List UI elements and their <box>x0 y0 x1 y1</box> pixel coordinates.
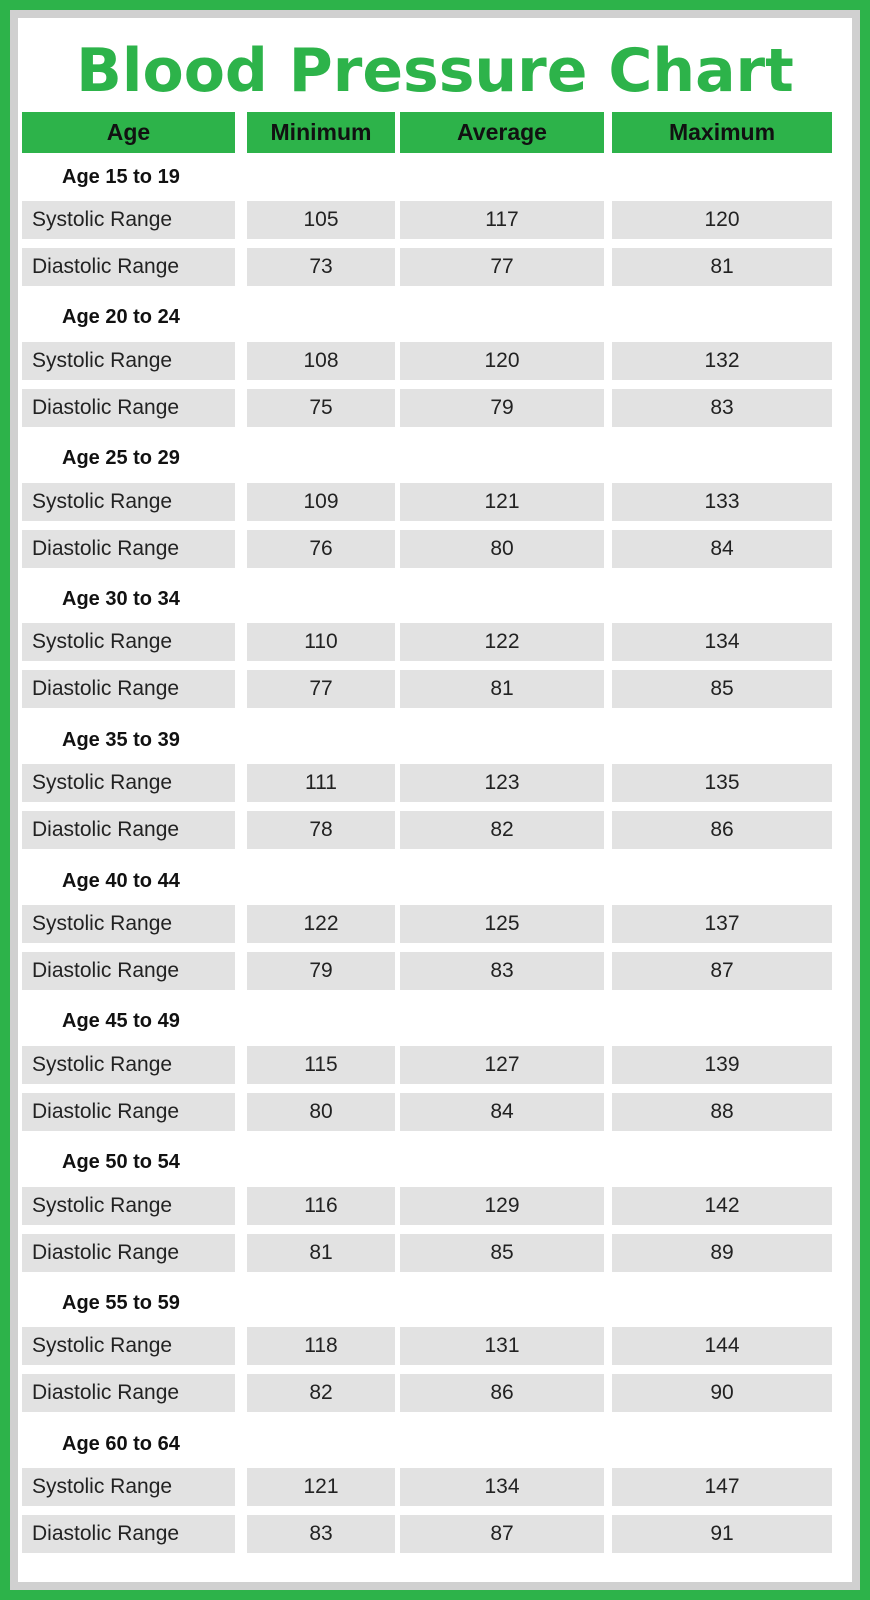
group-label: Age 55 to 59 <box>62 1291 180 1314</box>
row-label: Diastolic Range <box>22 1233 235 1272</box>
header-cell: Age <box>22 112 235 153</box>
header-cell: Minimum <box>247 112 395 153</box>
group-label: Age 40 to 44 <box>62 869 180 892</box>
group-label: Age 35 to 39 <box>62 728 180 751</box>
value-cell: 132 <box>612 341 832 380</box>
value-cell: 88 <box>612 1092 832 1131</box>
row-label: Systolic Range <box>22 1327 235 1366</box>
value-cell: 121 <box>400 482 604 521</box>
value-cell: 147 <box>612 1468 832 1507</box>
value-cell: 87 <box>612 952 832 990</box>
value-cell: 81 <box>612 248 832 286</box>
row-label: Diastolic Range <box>22 529 235 568</box>
value-cell: 122 <box>247 905 395 943</box>
value-cell: 118 <box>247 1327 395 1366</box>
value-cell: 80 <box>247 1092 395 1131</box>
header-cell: Maximum <box>612 112 832 153</box>
row-label: Diastolic Range <box>22 811 235 850</box>
value-cell: 134 <box>400 1468 604 1507</box>
value-cell: 85 <box>612 670 832 709</box>
value-cell: 82 <box>247 1374 395 1413</box>
value-cell: 142 <box>612 1186 832 1225</box>
value-cell: 76 <box>247 529 395 568</box>
value-cell: 105 <box>247 201 395 239</box>
value-cell: 83 <box>612 388 832 427</box>
value-cell: 79 <box>400 388 604 427</box>
value-cell: 82 <box>400 811 604 850</box>
row-label: Diastolic Range <box>22 1515 235 1554</box>
value-cell: 110 <box>247 623 395 662</box>
value-cell: 108 <box>247 341 395 380</box>
value-cell: 123 <box>400 764 604 803</box>
row-label: Systolic Range <box>22 1045 235 1084</box>
value-cell: 127 <box>400 1045 604 1084</box>
panel: Blood Pressure Chart Age Minimum Average Ma… <box>10 10 860 1590</box>
group-label: Age 30 to 34 <box>62 587 180 610</box>
value-cell: 84 <box>612 529 832 568</box>
row-label: Systolic Range <box>22 905 235 943</box>
value-cell: 137 <box>612 905 832 943</box>
value-cell: 80 <box>400 529 604 568</box>
group-label: Age 15 to 19 <box>62 165 180 188</box>
value-cell: 120 <box>400 341 604 380</box>
value-cell: 144 <box>612 1327 832 1366</box>
value-cell: 133 <box>612 482 832 521</box>
value-cell: 87 <box>400 1515 604 1554</box>
value-cell: 81 <box>247 1233 395 1272</box>
value-cell: 91 <box>612 1515 832 1554</box>
value-cell: 129 <box>400 1186 604 1225</box>
row-label: Diastolic Range <box>22 1374 235 1413</box>
value-cell: 139 <box>612 1045 832 1084</box>
row-label: Systolic Range <box>22 764 235 803</box>
row-label: Systolic Range <box>22 201 235 239</box>
value-cell: 85 <box>400 1233 604 1272</box>
value-cell: 121 <box>247 1468 395 1507</box>
value-cell: 79 <box>247 952 395 990</box>
value-cell: 83 <box>400 952 604 990</box>
value-cell: 89 <box>612 1233 832 1272</box>
row-label: Systolic Range <box>22 623 235 662</box>
header-cell: Average <box>400 112 604 153</box>
value-cell: 84 <box>400 1092 604 1131</box>
value-cell: 111 <box>247 764 395 803</box>
value-cell: 135 <box>612 764 832 803</box>
value-cell: 77 <box>247 670 395 709</box>
value-cell: 90 <box>612 1374 832 1413</box>
value-cell: 86 <box>612 811 832 850</box>
value-cell: 86 <box>400 1374 604 1413</box>
value-cell: 131 <box>400 1327 604 1366</box>
value-cell: 81 <box>400 670 604 709</box>
row-label: Diastolic Range <box>22 1092 235 1131</box>
value-cell: 73 <box>247 248 395 286</box>
value-cell: 115 <box>247 1045 395 1084</box>
row-label: Diastolic Range <box>22 670 235 709</box>
value-cell: 120 <box>612 201 832 239</box>
value-cell: 116 <box>247 1186 395 1225</box>
value-cell: 125 <box>400 905 604 943</box>
value-cell: 77 <box>400 248 604 286</box>
row-label: Diastolic Range <box>22 248 235 286</box>
title: Blood Pressure Chart <box>76 36 794 106</box>
value-cell: 78 <box>247 811 395 850</box>
value-cell: 122 <box>400 623 604 662</box>
value-cell: 117 <box>400 201 604 239</box>
row-label: Systolic Range <box>22 1468 235 1507</box>
value-cell: 134 <box>612 623 832 662</box>
group-label: Age 60 to 64 <box>62 1432 180 1455</box>
row-label: Systolic Range <box>22 341 235 380</box>
group-label: Age 45 to 49 <box>62 1010 180 1033</box>
group-label: Age 50 to 54 <box>62 1151 180 1174</box>
row-label: Systolic Range <box>22 1186 235 1225</box>
value-cell: 109 <box>247 482 395 521</box>
row-label: Diastolic Range <box>22 952 235 990</box>
value-cell: 83 <box>247 1515 395 1554</box>
row-label: Systolic Range <box>22 482 235 521</box>
group-label: Age 20 to 24 <box>62 306 180 329</box>
group-label: Age 25 to 29 <box>62 447 180 470</box>
row-label: Diastolic Range <box>22 388 235 427</box>
value-cell: 75 <box>247 388 395 427</box>
